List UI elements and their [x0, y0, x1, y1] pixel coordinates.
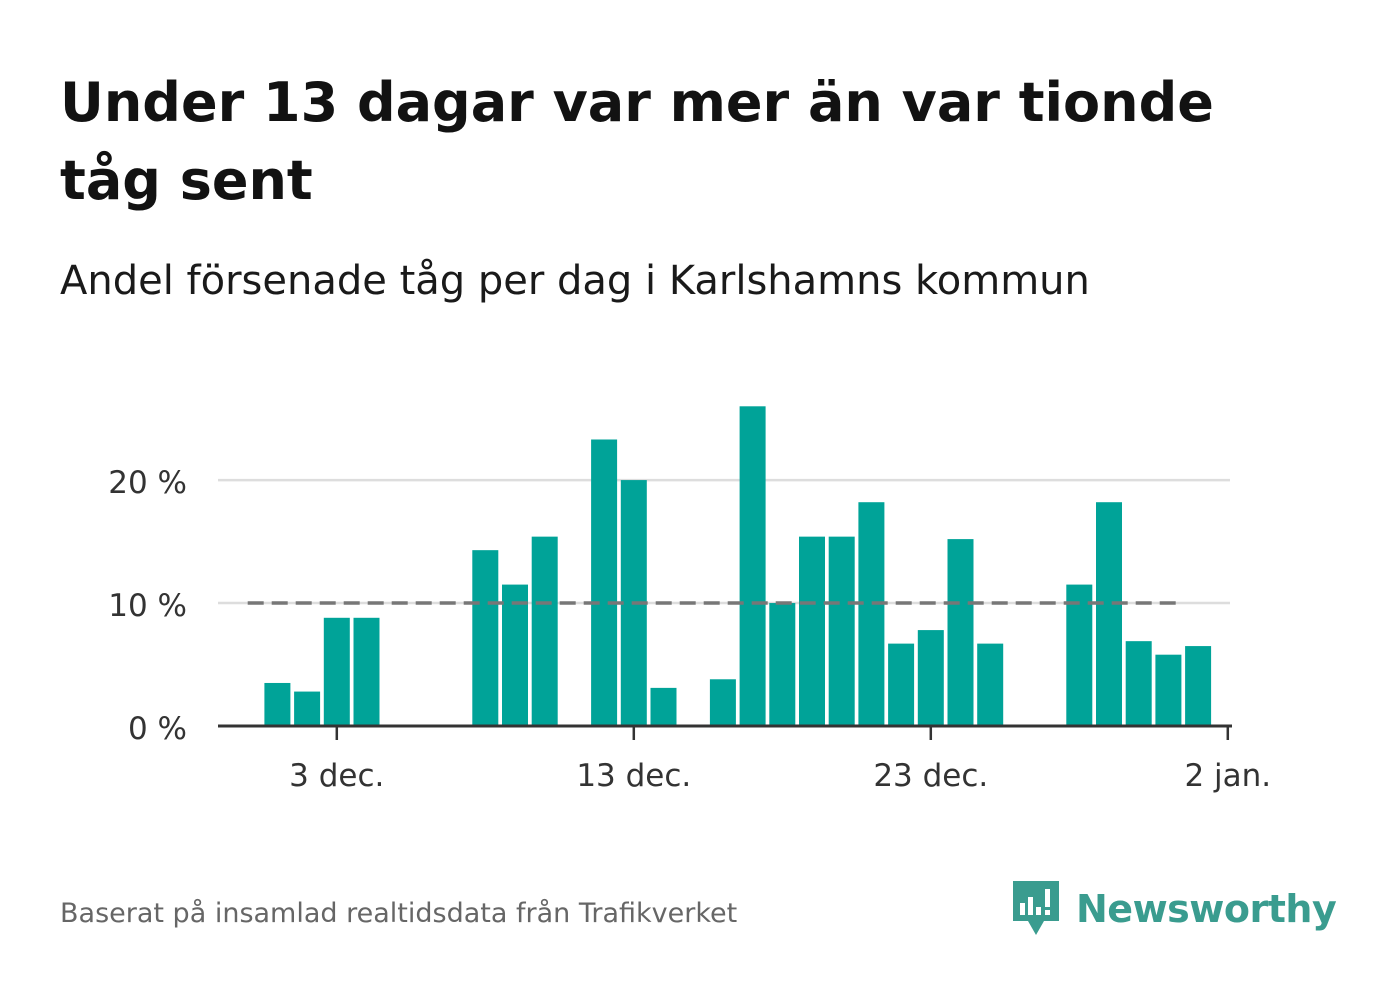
bar	[650, 687, 677, 726]
bar	[709, 679, 736, 726]
bar	[264, 682, 291, 726]
newsworthy-logo-icon	[1013, 881, 1059, 935]
bar	[1155, 654, 1182, 726]
bar	[947, 539, 974, 726]
bar	[977, 643, 1004, 726]
bar	[917, 630, 944, 726]
x-tick-label: 13 dec.	[576, 758, 691, 794]
bars	[264, 406, 1212, 726]
y-axis-labels: 0 % 10 % 20 %	[108, 465, 187, 747]
gridlines	[218, 478, 1230, 605]
y-tick-label: 20 %	[108, 465, 187, 501]
bar	[739, 406, 766, 726]
bar	[323, 617, 350, 726]
x-axis-labels: 3 dec. 13 dec. 23 dec. 2 jan.	[289, 758, 1271, 794]
bar	[1185, 646, 1212, 726]
source-note: Baserat på insamlad realtidsdata från Tr…	[60, 898, 738, 929]
x-axis	[218, 724, 1232, 740]
bar	[828, 536, 855, 726]
newsworthy-logo: Newsworthy	[1010, 878, 1337, 940]
x-tick-label: 23 dec.	[873, 758, 988, 794]
bar	[531, 536, 558, 726]
chart-subtitle: Andel försenade tåg per dag i Karlshamns…	[60, 258, 1090, 304]
bar	[1066, 584, 1093, 726]
bar	[1096, 502, 1122, 726]
y-tick-label: 0 %	[128, 711, 187, 747]
bar	[294, 691, 321, 726]
y-tick-label: 10 %	[108, 588, 187, 624]
bar	[858, 502, 885, 726]
bar	[472, 550, 499, 726]
bar	[769, 603, 796, 726]
bar	[799, 536, 825, 726]
x-tick-label: 2 jan.	[1184, 758, 1271, 794]
bar	[1125, 641, 1152, 726]
logo-text: Newsworthy	[1076, 887, 1337, 931]
x-tick-label: 3 dec.	[289, 758, 384, 794]
bar	[591, 439, 618, 726]
bar	[502, 584, 528, 726]
bar	[888, 643, 915, 726]
bar	[353, 617, 380, 726]
chart-title: Under 13 dagar var mer än var tionde tåg…	[60, 71, 1214, 212]
